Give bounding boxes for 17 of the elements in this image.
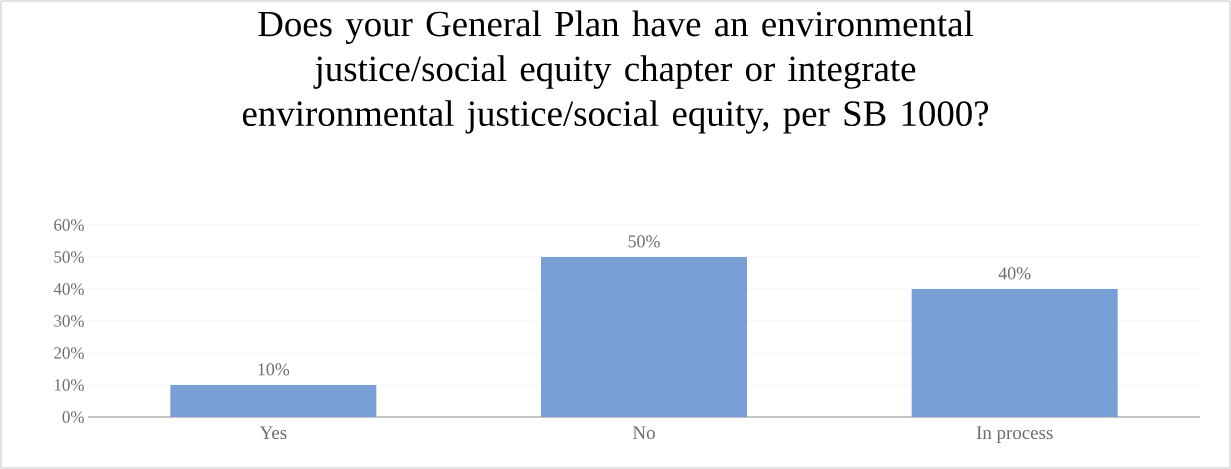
- x-tick-label: No: [632, 426, 655, 440]
- x-tick-label: In process: [976, 426, 1053, 443]
- y-tick-label: 10%: [54, 379, 84, 391]
- bar: [541, 256, 748, 417]
- x-tick-label: Yes: [259, 426, 287, 440]
- y-tick-label: 60%: [54, 219, 84, 231]
- data-label: 10%: [258, 363, 290, 376]
- bar: [170, 384, 377, 417]
- y-tick-label: 50%: [54, 251, 84, 263]
- y-tick-label: 40%: [53, 283, 84, 295]
- y-tick-label: 30%: [54, 315, 84, 327]
- chart-title: Does your General Plan have an environmental justice/social equity chapter or integrate environmental justice/social equity, per SB 1000?: [242, 10, 989, 134]
- data-label: 50%: [628, 235, 660, 248]
- bar: [911, 288, 1118, 417]
- y-tick-label: 0%: [62, 411, 84, 423]
- y-tick-label: 20%: [54, 347, 84, 359]
- data-label: 40%: [998, 267, 1031, 280]
